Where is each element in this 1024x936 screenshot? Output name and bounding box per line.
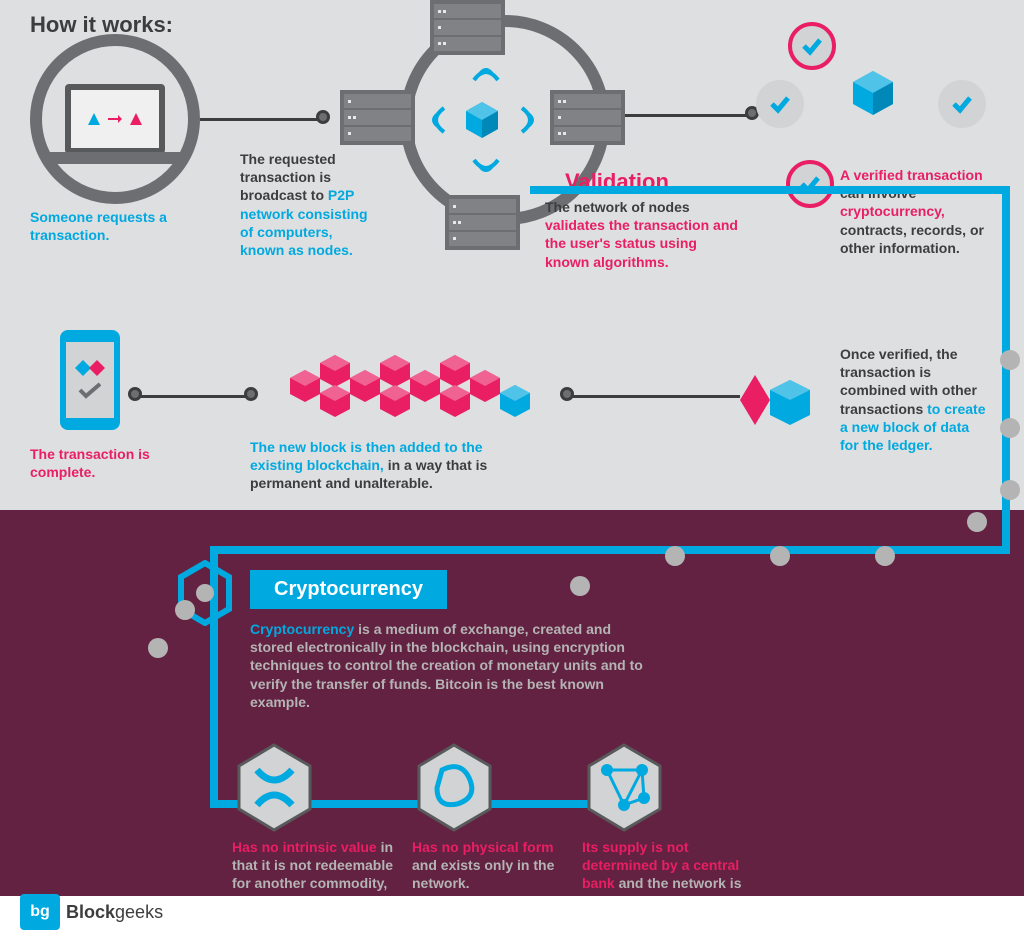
path-dot (967, 512, 987, 532)
connector-dot (316, 110, 330, 124)
wifi-arc-icon (466, 56, 506, 84)
hex-network-icon (582, 740, 667, 835)
laptop-icon (65, 84, 165, 154)
step4-text: Once verified, the transaction is combin… (840, 345, 990, 454)
path-dot (1000, 350, 1020, 370)
laptop-circle-icon (30, 34, 200, 204)
hex-x-icon (232, 740, 317, 835)
step1-text: Someone requests a transaction. (30, 208, 180, 244)
logo-icon: bg (20, 894, 60, 930)
checkmark-circle-icon (788, 22, 836, 70)
connector-line (625, 114, 750, 117)
path-dot (175, 600, 195, 620)
step3-text: A verified transaction can involve crypt… (840, 166, 1010, 257)
connector-line (130, 395, 250, 398)
path-dot (570, 576, 590, 596)
path-dot (770, 546, 790, 566)
diamond-block-icon (740, 370, 820, 435)
crypto-label: Cryptocurrency (250, 570, 447, 609)
server-icon (445, 195, 520, 250)
wifi-arc-icon (466, 156, 506, 184)
step2-text: The requested transaction is broadcast t… (240, 150, 380, 259)
cyan-connector (1002, 510, 1010, 548)
checkmark-circle-icon (786, 160, 834, 208)
network-cube-icon (462, 100, 502, 145)
connector-line (570, 395, 740, 398)
checkmark-circle-icon (938, 80, 986, 128)
step6-text: The transaction is complete. (30, 445, 160, 481)
path-dot (665, 546, 685, 566)
prop2-text: Has no physical form and exists only in … (412, 838, 562, 893)
checkmark-circle-icon (756, 80, 804, 128)
connector-line (200, 118, 320, 121)
crypto-body: Cryptocurrency is a medium of exchange, … (250, 620, 650, 711)
validation-body: The network of nodes validates the trans… (545, 198, 745, 271)
blockchain-cluster-icon (260, 320, 550, 445)
wifi-arc-icon (420, 100, 448, 140)
path-dot (1000, 480, 1020, 500)
server-icon (340, 90, 415, 145)
connector-dot (560, 387, 574, 401)
path-dot (148, 638, 168, 658)
connector-dot (244, 387, 258, 401)
cube-icon (848, 68, 898, 123)
server-icon (550, 90, 625, 145)
top-panel: How it works: Someone requests a transac… (0, 0, 1024, 510)
wifi-arc-icon (518, 100, 546, 140)
path-dot (1000, 418, 1020, 438)
footer-logo: bg Blockgeeks (20, 894, 163, 930)
bottom-panel: Cryptocurrency Cryptocurrency is a mediu… (0, 510, 1024, 936)
hex-blob-icon (412, 740, 497, 835)
connector-dot (128, 387, 142, 401)
server-icon (430, 0, 505, 55)
cyan-connector (530, 186, 1010, 194)
phone-icon (60, 330, 120, 430)
path-dot (875, 546, 895, 566)
step5-text: The new block is then added to the exist… (250, 438, 530, 493)
